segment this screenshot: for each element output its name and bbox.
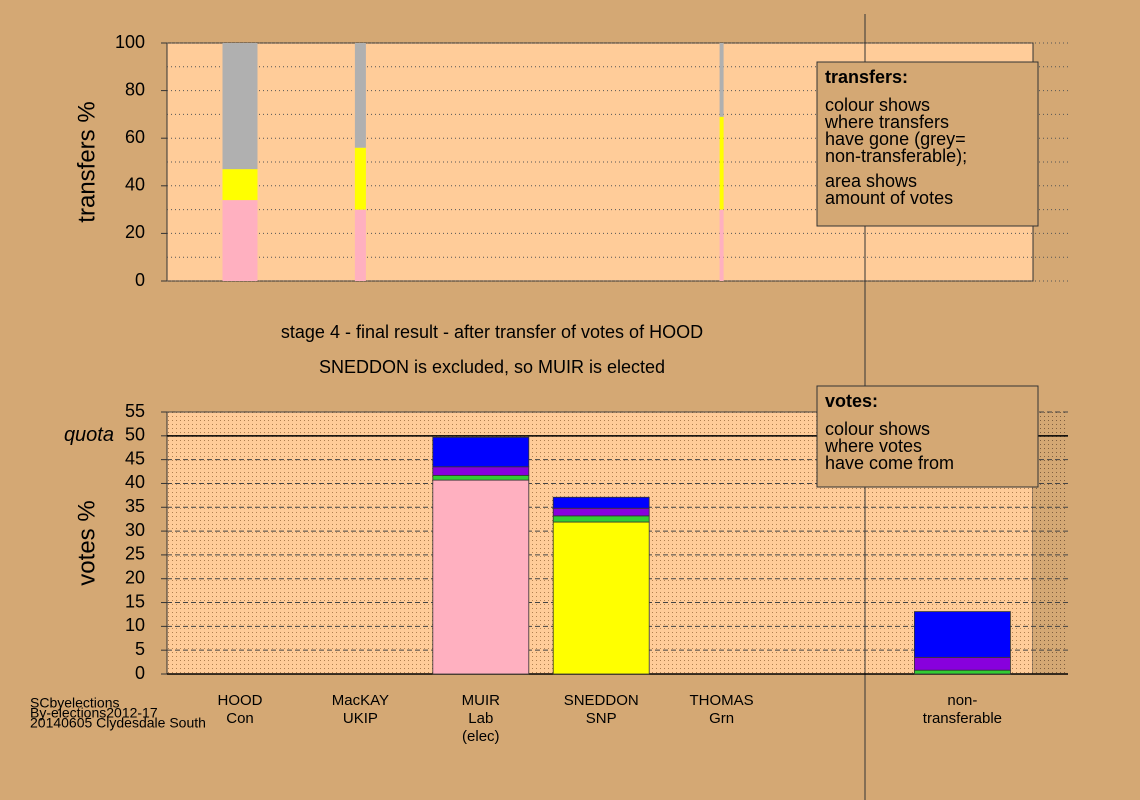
bar-segment (432, 436, 530, 468)
y-tick-label: 100 (115, 32, 145, 52)
x-tick-label: Lab (468, 710, 493, 727)
y-tick-label: 80 (125, 79, 145, 99)
bar-segment (354, 209, 366, 281)
y-tick-label: 10 (125, 615, 145, 635)
y-tick-label: 45 (125, 448, 145, 468)
bar-segment (354, 43, 366, 148)
x-tick-label: Grn (709, 710, 734, 727)
chart-title: stage 4 - final result - after transfer … (281, 322, 703, 342)
y-tick-label: 0 (135, 270, 145, 290)
bar-segment (552, 496, 650, 509)
y-tick-label: 50 (125, 425, 145, 445)
chart-title: SNEDDON is excluded, so MUIR is elected (319, 357, 665, 377)
bar-segment (719, 209, 724, 281)
x-tick-label: (elec) (462, 728, 500, 745)
y-tick-label: 15 (125, 591, 145, 611)
bar-segment (222, 43, 258, 170)
x-tick-label: MacKAY (332, 692, 389, 709)
bar-segment (432, 479, 530, 675)
bar-segment (552, 507, 650, 517)
bar-segment (552, 521, 650, 675)
bar-segment (914, 656, 1011, 671)
quota-label: quota (64, 424, 114, 446)
bar-segment (222, 169, 258, 201)
bar-segment (432, 474, 530, 481)
y-tick-label: 60 (125, 127, 145, 147)
x-tick-label: transferable (923, 710, 1002, 727)
legend-box (816, 61, 1039, 227)
bar-segment (432, 466, 530, 476)
y-axis-label: votes % (73, 500, 100, 585)
y-tick-label: 25 (125, 544, 145, 564)
legend-title: transfers: (825, 67, 908, 87)
legend-text: colour shows (825, 419, 930, 439)
footer-text: 20140605 Clydesdale South (30, 715, 206, 731)
legend-text: have gone (grey= (825, 129, 966, 149)
y-tick-label: 20 (125, 567, 145, 587)
x-tick-label: HOOD (218, 692, 263, 709)
y-tick-label: 20 (125, 222, 145, 242)
x-tick-label: non- (947, 692, 977, 709)
bar-segment (222, 200, 258, 281)
y-tick-label: 40 (125, 472, 145, 492)
y-tick-label: 5 (135, 639, 145, 659)
x-tick-label: THOMAS (690, 692, 754, 709)
legend-text: have come from (825, 453, 954, 473)
footer-text: By-elections2012-17 (30, 705, 158, 721)
x-tick-label: SNEDDON (564, 692, 639, 709)
y-tick-label: 40 (125, 175, 145, 195)
footer-text: SCbyelections (30, 695, 120, 711)
x-tick-label: UKIP (343, 710, 378, 727)
legend-text: where transfers (824, 112, 949, 132)
y-axis-label: transfers % (73, 101, 100, 222)
bar-segment (914, 611, 1011, 658)
bar-segment (719, 43, 724, 117)
y-tick-label: 30 (125, 520, 145, 540)
x-tick-label: MUIR (462, 692, 500, 709)
y-tick-label: 35 (125, 496, 145, 516)
hatched-margin (1033, 412, 1068, 674)
bar-segment (552, 515, 650, 523)
bar-segment (914, 669, 1011, 675)
bar-segment (719, 116, 724, 210)
bar-segment (354, 147, 366, 210)
legend-text: area shows (825, 171, 917, 191)
legend-title: votes: (825, 391, 878, 411)
y-tick-label: 0 (135, 663, 145, 683)
x-tick-label: SNP (586, 710, 617, 727)
legend-text: amount of votes (825, 188, 953, 208)
legend-text: colour shows (825, 95, 930, 115)
legend-text: non-transferable); (825, 146, 967, 166)
x-tick-label: Con (226, 710, 254, 727)
legend-box (816, 385, 1039, 488)
legend-text: where votes (824, 436, 922, 456)
y-tick-label: 55 (125, 401, 145, 421)
